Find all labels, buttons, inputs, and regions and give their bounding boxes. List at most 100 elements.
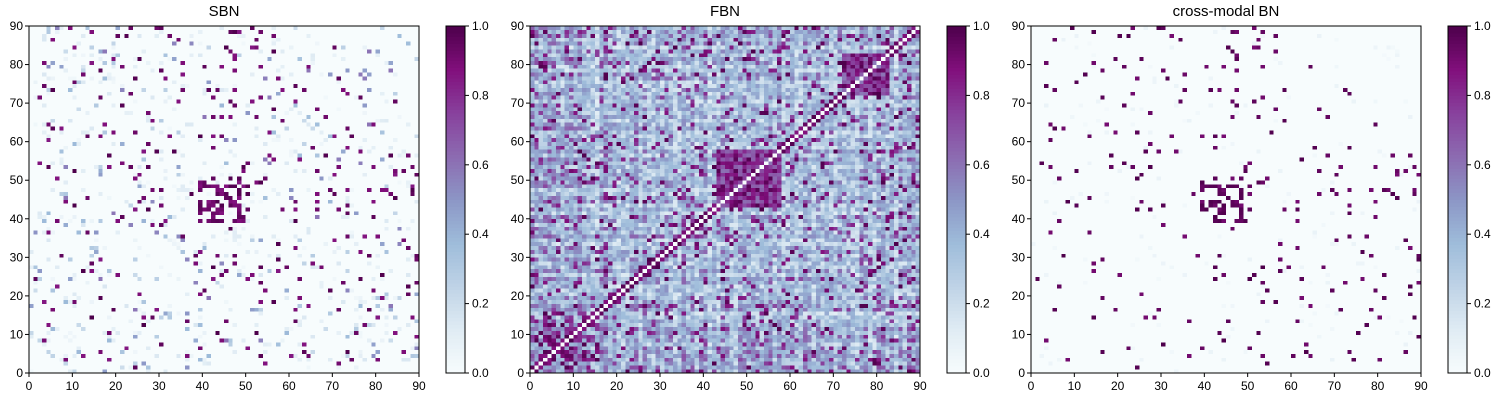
heatmap-cell — [168, 288, 173, 292]
heatmap-cell — [263, 280, 268, 284]
heatmap-cell — [354, 203, 359, 207]
heatmap-cell — [254, 280, 259, 284]
heatmap-cell — [163, 311, 168, 315]
heatmap-cell — [384, 304, 389, 308]
heatmap-cell — [111, 342, 116, 346]
heatmap-cell — [198, 315, 203, 319]
heatmap-cell — [72, 192, 77, 196]
heatmap-cell — [397, 219, 402, 223]
heatmap-cell — [90, 311, 95, 315]
heatmap-cell — [172, 277, 177, 281]
heatmap-cell — [376, 173, 381, 177]
heatmap-cell — [276, 280, 281, 284]
heatmap-cell — [276, 315, 281, 319]
heatmap-cell — [280, 284, 285, 288]
heatmap-cell — [324, 311, 329, 315]
heatmap-cell — [129, 257, 134, 261]
heatmap-cell — [289, 192, 294, 196]
heatmap-cell — [311, 292, 316, 296]
heatmap-cell — [358, 257, 363, 261]
heatmap-cell — [241, 261, 246, 265]
heatmap-cell — [42, 253, 47, 257]
heatmap-cell — [406, 180, 411, 184]
heatmap-cell — [393, 180, 398, 184]
heatmap-cell — [198, 284, 203, 288]
heatmap-cell — [302, 184, 307, 188]
heatmap-cell — [150, 292, 155, 296]
heatmap-cell — [350, 234, 355, 238]
heatmap-cell — [207, 296, 212, 300]
heatmap-cell — [198, 207, 203, 211]
heatmap-cell — [189, 269, 194, 273]
heatmap-cell — [337, 315, 342, 319]
heatmap-cell — [176, 300, 181, 304]
heatmap-cell — [324, 277, 329, 281]
heatmap-cell — [120, 358, 125, 362]
heatmap-cell — [332, 273, 337, 277]
heatmap-cell — [276, 296, 281, 300]
heatmap-cell — [77, 192, 82, 196]
heatmap-cell — [410, 203, 415, 207]
heatmap-cell — [129, 354, 134, 358]
heatmap-cell — [107, 273, 112, 277]
heatmap-cell — [107, 219, 112, 223]
heatmap-cell — [345, 350, 350, 354]
heatmap-cell — [33, 323, 38, 327]
heatmap-cell — [150, 350, 155, 354]
heatmap-cell — [81, 250, 86, 254]
heatmap-cell — [181, 365, 186, 369]
heatmap-cell — [29, 192, 34, 196]
heatmap-cell — [393, 219, 398, 223]
heatmap-cell — [124, 365, 129, 369]
heatmap-cell — [68, 311, 73, 315]
heatmap-cell — [263, 273, 268, 277]
heatmap-cell — [371, 300, 376, 304]
heatmap-cell — [168, 261, 173, 265]
heatmap-cell — [371, 242, 376, 246]
heatmap-cell — [363, 358, 368, 362]
heatmap-cell — [72, 184, 77, 188]
heatmap-cell — [280, 265, 285, 269]
heatmap-cell — [207, 315, 212, 319]
heatmap-cell — [194, 238, 199, 242]
heatmap-cell — [298, 319, 303, 323]
heatmap-cell — [142, 219, 147, 223]
heatmap-cell — [237, 323, 242, 327]
heatmap-cell — [81, 277, 86, 281]
heatmap-cell — [280, 173, 285, 177]
heatmap-cell — [358, 338, 363, 342]
heatmap-cell — [302, 192, 307, 196]
heatmap-cell — [150, 242, 155, 246]
heatmap-cell — [194, 203, 199, 207]
heatmap-cell — [233, 307, 238, 311]
heatmap-cell — [380, 338, 385, 342]
heatmap-cell — [137, 188, 142, 192]
heatmap-cell — [350, 207, 355, 211]
heatmap-cell — [85, 307, 90, 311]
heatmap-cell — [371, 203, 376, 207]
heatmap-cell — [155, 184, 160, 188]
heatmap-cell — [146, 311, 151, 315]
heatmap-cell — [68, 277, 73, 281]
heatmap-cell — [81, 307, 86, 311]
heatmap-cell — [150, 165, 155, 169]
heatmap-cell — [228, 219, 233, 223]
heatmap-cell — [224, 165, 229, 169]
heatmap-cell — [406, 346, 411, 350]
heatmap-cell — [363, 319, 368, 323]
heatmap-cell — [111, 269, 116, 273]
heatmap-cell — [228, 354, 233, 358]
heatmap-cell — [337, 215, 342, 219]
heatmap-cell — [220, 223, 225, 227]
heatmap-cell — [90, 280, 95, 284]
heatmap-cell — [202, 288, 207, 292]
heatmap-cell — [402, 361, 407, 365]
heatmap-cell — [250, 350, 255, 354]
heatmap-cell — [306, 165, 311, 169]
heatmap-cell — [90, 354, 95, 358]
heatmap-cell — [172, 261, 177, 265]
heatmap-cell — [246, 277, 251, 281]
heatmap-cell — [298, 250, 303, 254]
heatmap-cell — [332, 277, 337, 281]
heatmap-cell — [332, 346, 337, 350]
